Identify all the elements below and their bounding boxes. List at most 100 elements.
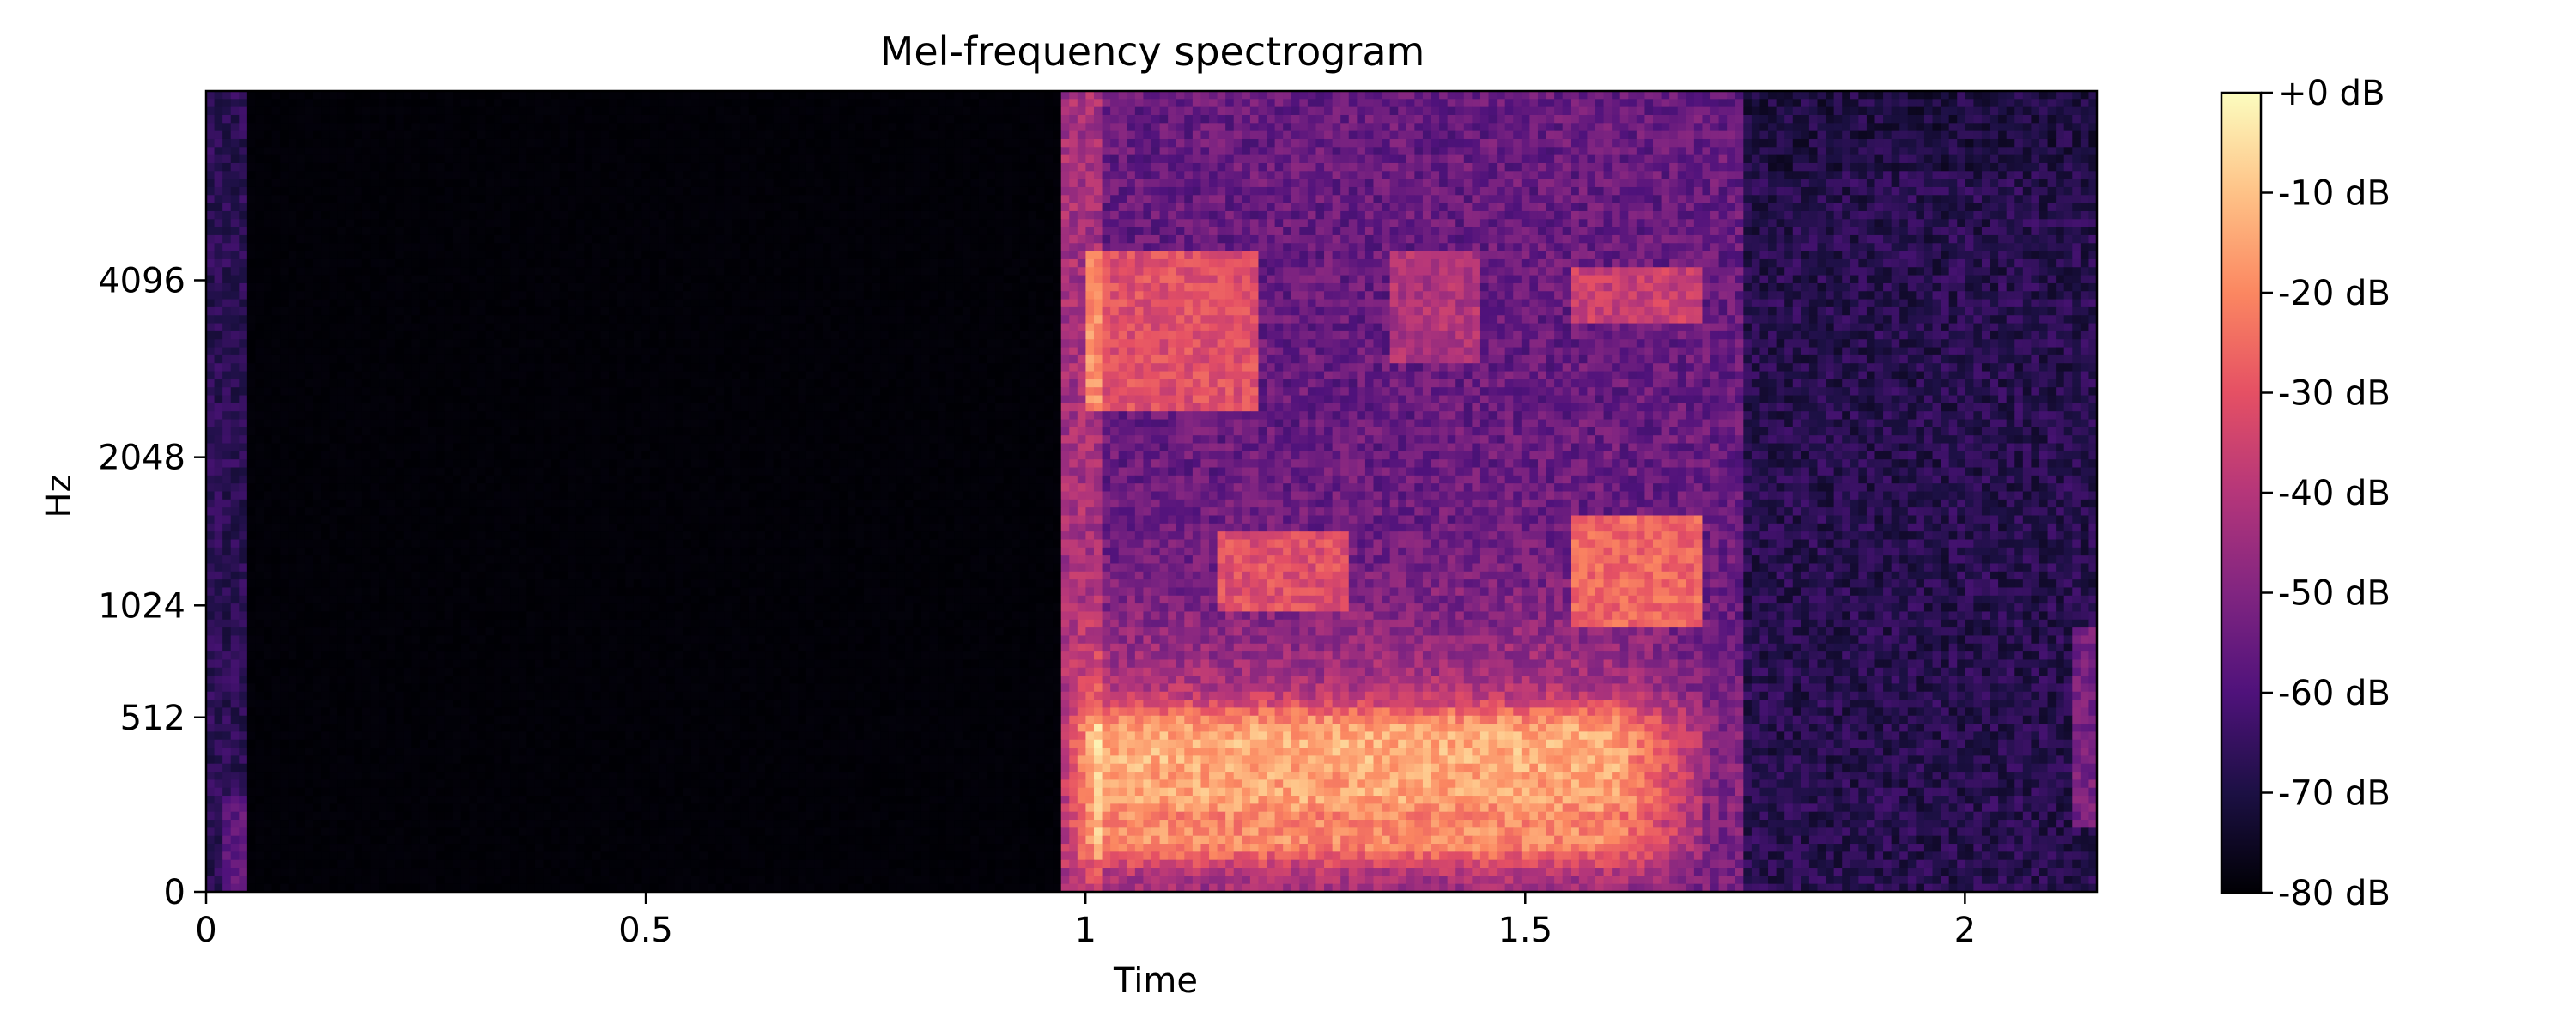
heatmap-cell: [1036, 259, 1045, 268]
heatmap-cell: [1193, 211, 1201, 220]
heatmap-cell: [1653, 195, 1662, 203]
heatmap-cell: [1365, 131, 1374, 140]
heatmap-cell: [938, 155, 946, 164]
heatmap-cell: [1628, 203, 1637, 212]
heatmap-cell: [1571, 235, 1579, 244]
heatmap-cell: [1340, 139, 1349, 148]
heatmap-cell: [1735, 243, 1744, 251]
heatmap-cell: [1061, 147, 1070, 155]
heatmap-cell: [913, 171, 921, 179]
heatmap-cell: [1242, 187, 1250, 196]
heatmap-cell: [2048, 235, 2057, 244]
heatmap-cell: [436, 235, 445, 244]
heatmap-cell: [790, 171, 799, 179]
heatmap-cell: [1200, 235, 1209, 244]
heatmap-cell: [1809, 171, 1818, 179]
heatmap-cell: [1990, 91, 1999, 100]
heatmap-cell: [404, 147, 412, 155]
heatmap-cell: [1735, 219, 1744, 227]
heatmap-cell: [1340, 219, 1349, 227]
heatmap-cell: [1834, 139, 1843, 148]
heatmap-cell: [370, 107, 379, 116]
heatmap-cell: [946, 171, 955, 179]
heatmap-cell: [1480, 115, 1489, 124]
heatmap-cell: [970, 235, 979, 244]
heatmap-cell: [1119, 91, 1127, 100]
heatmap-cell: [1414, 171, 1423, 179]
heatmap-cell: [568, 123, 576, 131]
heatmap-cell: [1472, 163, 1480, 172]
heatmap-cell: [2039, 203, 2048, 212]
heatmap-cell: [1455, 155, 1464, 164]
heatmap-cell: [1135, 179, 1144, 188]
heatmap-cell: [1538, 187, 1546, 196]
heatmap-cell: [1218, 251, 1226, 260]
heatmap-cell: [1061, 259, 1070, 268]
heatmap-cell: [1899, 131, 1908, 140]
heatmap-cell: [666, 171, 675, 179]
heatmap-cell: [411, 131, 420, 140]
heatmap-cell: [880, 131, 889, 140]
heatmap-cell: [346, 211, 355, 220]
heatmap-cell: [411, 235, 420, 244]
heatmap-cell: [502, 107, 511, 116]
heatmap-cell: [1587, 251, 1595, 260]
heatmap-cell: [337, 259, 346, 268]
heatmap-cell: [1949, 227, 1958, 236]
heatmap-cell: [740, 187, 749, 196]
heatmap-cell: [1103, 131, 1111, 140]
heatmap-cell: [1168, 131, 1176, 140]
heatmap-cell: [1053, 195, 1061, 203]
heatmap-cell: [740, 139, 749, 148]
heatmap-cell: [502, 251, 511, 260]
heatmap-cell: [1455, 99, 1464, 107]
heatmap-cell: [2039, 211, 2048, 220]
heatmap-cell: [601, 171, 610, 179]
heatmap-cell: [1480, 195, 1489, 203]
heatmap-cell: [1858, 123, 1867, 131]
heatmap-cell: [1423, 115, 1431, 124]
heatmap-cell: [1883, 99, 1892, 107]
heatmap-cell: [1193, 227, 1201, 236]
heatmap-cell: [1448, 203, 1456, 212]
heatmap-cell: [1982, 203, 1990, 212]
heatmap-cell: [1414, 203, 1423, 212]
heatmap-cell: [387, 115, 396, 124]
heatmap-cell: [1858, 187, 1867, 196]
heatmap-cell: [453, 251, 461, 260]
heatmap-cell: [1184, 211, 1193, 220]
heatmap-cell: [1759, 203, 1768, 212]
heatmap-cell: [839, 211, 848, 220]
heatmap-cell: [1406, 139, 1415, 148]
heatmap-cell: [592, 219, 601, 227]
heatmap-cell: [1505, 91, 1514, 100]
heatmap-cell: [255, 227, 264, 236]
heatmap-cell: [601, 243, 610, 251]
heatmap-cell: [749, 171, 757, 179]
heatmap-cell: [634, 155, 642, 164]
heatmap-cell: [954, 187, 963, 196]
heatmap-cell: [1365, 187, 1374, 196]
heatmap-cell: [1078, 219, 1086, 227]
heatmap-cell: [659, 139, 667, 148]
heatmap-cell: [641, 171, 650, 179]
heatmap-cell: [954, 107, 963, 116]
heatmap-cell: [756, 251, 765, 260]
heatmap-cell: [1200, 211, 1209, 220]
heatmap-cell: [1439, 251, 1448, 260]
heatmap-cell: [321, 163, 330, 172]
heatmap-cell: [1267, 155, 1275, 164]
heatmap-cell: [560, 227, 568, 236]
heatmap-cell: [469, 243, 477, 251]
heatmap-cell: [395, 163, 404, 172]
heatmap-cell: [921, 187, 930, 196]
heatmap-cell: [1225, 219, 1234, 227]
heatmap-cell: [1957, 131, 1965, 140]
heatmap-cell: [1702, 187, 1710, 196]
heatmap-cell: [1464, 107, 1473, 116]
heatmap-cell: [1965, 147, 1974, 155]
heatmap-cell: [691, 155, 700, 164]
heatmap-cell: [938, 131, 946, 140]
heatmap-cell: [428, 91, 436, 100]
heatmap-cell: [1160, 139, 1169, 148]
